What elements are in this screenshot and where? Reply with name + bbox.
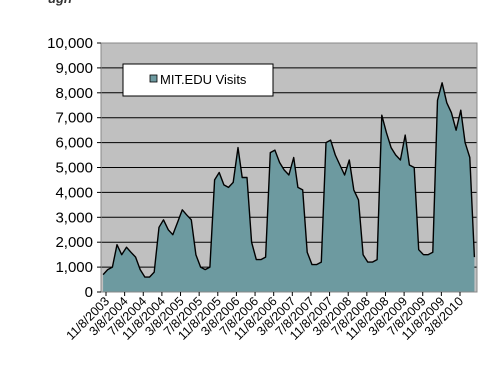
y-tick-label: 9,000 — [55, 60, 93, 77]
series-line-mit-edu-visits — [102, 82, 476, 278]
y-tick-label: 0 — [85, 284, 93, 301]
y-tick-label: 1,000 — [55, 259, 93, 276]
y-tick-label: 10,000 — [47, 35, 93, 52]
y-tick-label: 3,000 — [55, 209, 93, 226]
chart-heading-fragment: ugh — [48, 0, 72, 6]
x-axis: 11/8/20033/8/20047/8/200411/8/20043/8/20… — [64, 292, 466, 343]
legend: MIT.EDU Visits — [122, 63, 274, 97]
y-tick-label: 5,000 — [55, 160, 93, 177]
y-tick-label: 7,000 — [55, 110, 93, 127]
legend-swatch-mit-edu-visits — [149, 74, 158, 83]
y-tick-label: 8,000 — [55, 85, 93, 102]
y-tick-label: 6,000 — [55, 135, 93, 152]
y-tick-label: 2,000 — [55, 234, 93, 251]
y-tick-label: 4,000 — [55, 184, 93, 201]
legend-box — [122, 63, 274, 97]
legend-label-mit-edu-visits: MIT.EDU Visits — [160, 72, 247, 87]
y-axis: 0 1,000 2,000 3,000 4,000 5,000 6,000 7,000 8,00… — [47, 35, 101, 301]
